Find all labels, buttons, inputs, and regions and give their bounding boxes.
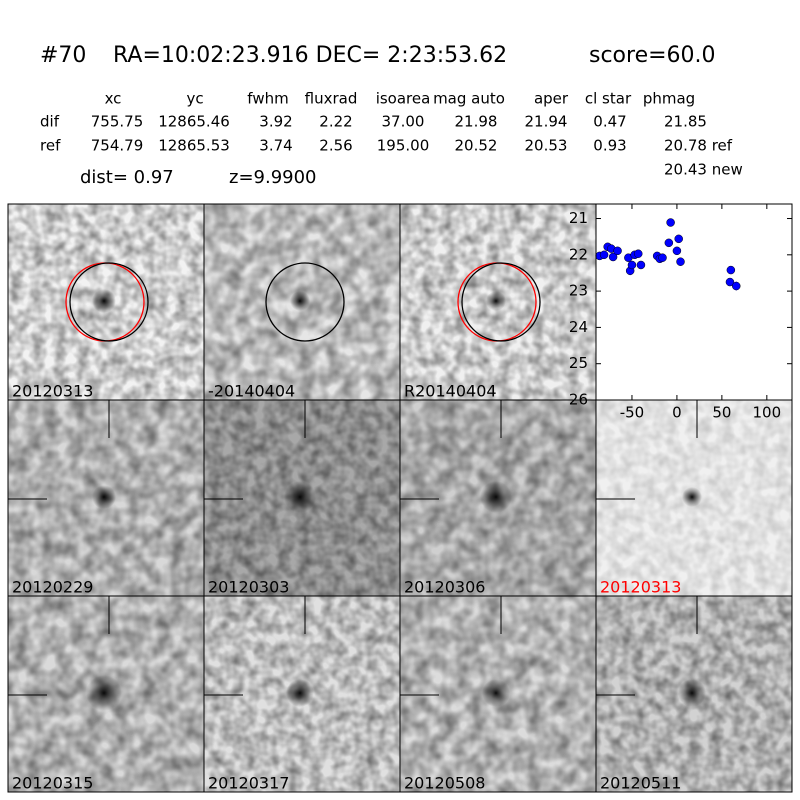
row-label: ref [40, 137, 61, 155]
x-tick-label: 100 [753, 404, 782, 422]
stamp-label: 20120306 [404, 578, 485, 597]
stamp-label: 20120317 [208, 774, 289, 793]
data-point [674, 234, 683, 244]
data-point [672, 246, 682, 256]
column-header: fwhm [247, 90, 288, 108]
stamp-frame [595, 595, 793, 793]
row-label: dif [40, 113, 60, 131]
y-tick-label: 22 [569, 245, 588, 263]
y-tick-label: 26 [569, 391, 588, 409]
stamp-grid: 20120313 -20140404 R20140404 20120229 201203… [7, 203, 793, 793]
table-cell: 21.94 [525, 113, 568, 131]
source [290, 291, 310, 311]
data-point [636, 260, 646, 270]
table-cell: 20.52 [455, 137, 498, 155]
column-header: cl star [585, 90, 632, 108]
x-tick-label: 50 [712, 404, 731, 422]
data-point [676, 257, 685, 266]
plot-frame [595, 203, 793, 401]
source [92, 485, 116, 509]
x-tick-label: 0 [672, 404, 682, 422]
data-point [725, 277, 735, 287]
table-cell: 754.79 [91, 137, 144, 155]
y-tick-label: 25 [569, 354, 588, 372]
column-header: aper [534, 90, 569, 108]
data-point [608, 252, 618, 262]
data-point [726, 265, 736, 275]
stamp-label: 20120313 [600, 578, 681, 597]
table-cell: 195.00 [377, 137, 430, 155]
coordinates: RA=10:02:23.916 DEC= 2:23:53.62 [113, 43, 507, 68]
dist: dist= 0.97 [80, 167, 174, 188]
column-header: isoarea [376, 90, 431, 108]
data-point [599, 250, 609, 260]
source [482, 679, 510, 707]
data-point [627, 260, 637, 270]
stamp-label: 20120315 [12, 774, 93, 793]
data-point [634, 249, 643, 258]
stamp-label: R20140404 [404, 382, 497, 401]
data-point [664, 238, 674, 248]
light-curve: 21 22 23 24 25 26 -50 0 50 100 [569, 203, 793, 422]
column-header: mag auto [433, 90, 505, 108]
column-header: yc [186, 90, 203, 108]
source [92, 289, 116, 313]
source [286, 679, 314, 707]
stamp-label: 20120511 [600, 774, 681, 793]
plot-area [596, 204, 792, 400]
table-cell: 0.47 [593, 113, 626, 131]
y-tick-label: 24 [569, 318, 588, 336]
candidate-id: #70 [40, 43, 86, 68]
data-point [666, 218, 675, 227]
stamp-label: 20120313 [12, 382, 93, 401]
source [480, 481, 512, 513]
table-cell: 755.75 [91, 113, 144, 131]
table-cell: 2.56 [319, 137, 352, 155]
column-header: fluxrad [305, 90, 358, 108]
data-point [658, 253, 667, 262]
table-cell: 3.92 [259, 113, 292, 131]
table-cell: 21.98 [455, 113, 498, 131]
table-cell: 2.22 [319, 113, 352, 131]
stamp-label: 20120508 [404, 774, 485, 793]
stamp-label: 20120229 [12, 578, 93, 597]
source [682, 487, 702, 507]
table-cell: 20.78 ref [664, 137, 733, 155]
table-cell: 37.00 [382, 113, 425, 131]
table-cell: 3.74 [259, 137, 292, 155]
data-point [732, 281, 741, 291]
table-cell: 12865.46 [158, 113, 230, 131]
data-point [613, 246, 622, 256]
score: score=60.0 [589, 43, 716, 68]
aperture [265, 262, 345, 342]
stamp-label: -20140404 [208, 382, 295, 401]
table-cell: 12865.53 [158, 137, 230, 155]
table-cell: 21.85 [664, 113, 707, 131]
table-cell: 0.93 [593, 137, 626, 155]
y-tick-label: 21 [569, 209, 588, 227]
stamp-label: 20120303 [208, 578, 289, 597]
source [678, 679, 706, 707]
table-cell: 20.53 [525, 137, 568, 155]
y-tick-label: 23 [569, 282, 588, 300]
z-value: z=9.9900 [229, 167, 317, 188]
source [284, 481, 316, 513]
aperture [461, 262, 541, 342]
aperture [69, 262, 149, 342]
phmag-new: 20.43 new [664, 161, 743, 179]
x-tick-label: -50 [620, 404, 645, 422]
column-header: xc [105, 90, 122, 108]
column-header: phmag [643, 90, 695, 108]
source [486, 291, 506, 311]
source [86, 675, 122, 711]
